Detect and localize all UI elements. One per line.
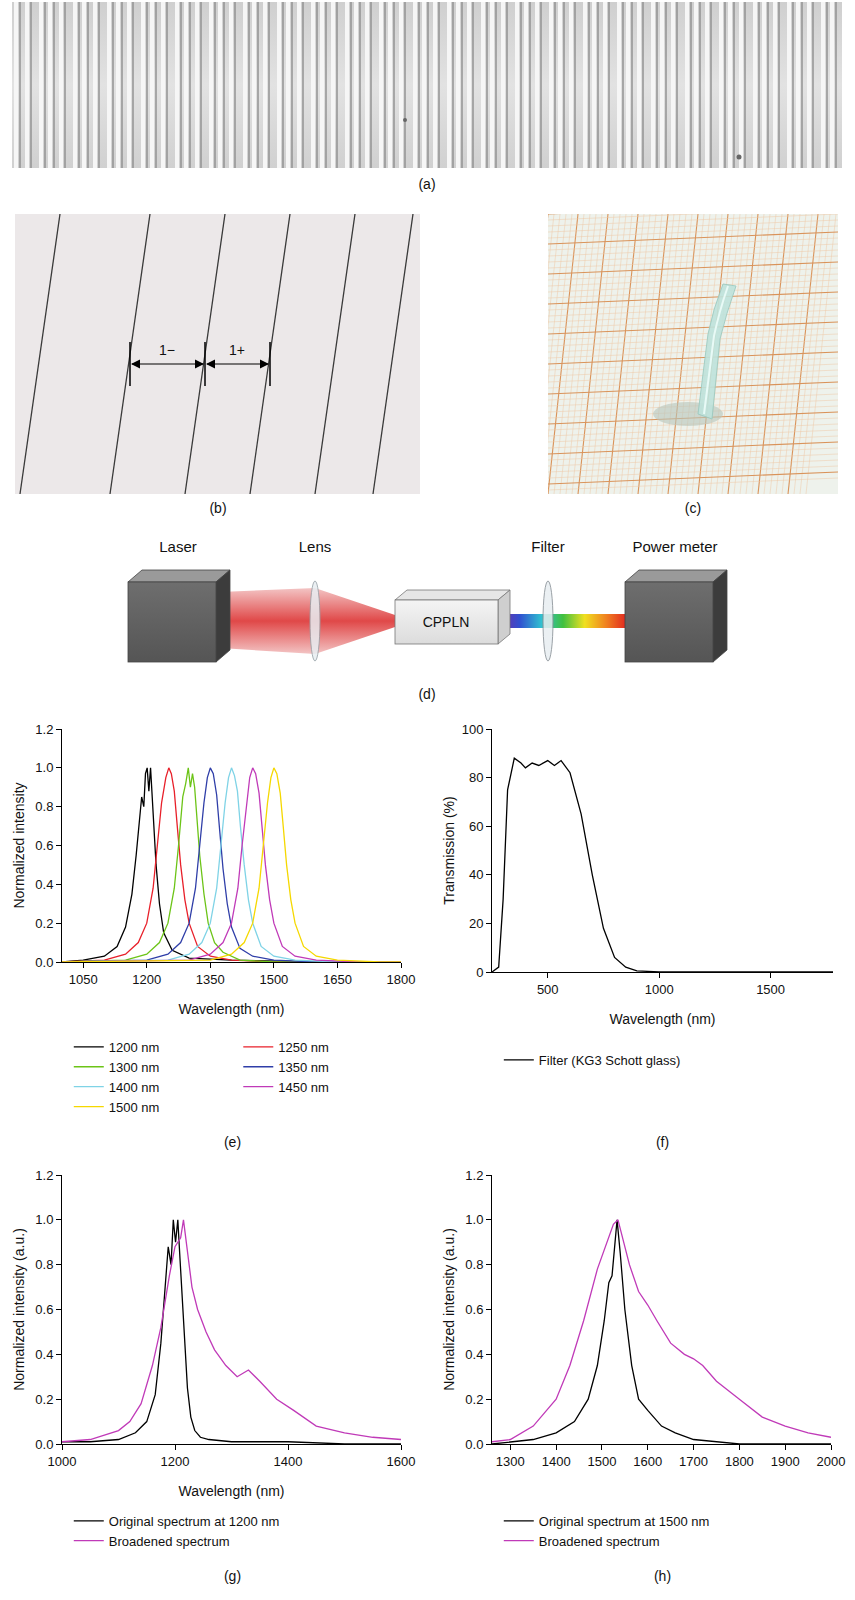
svg-text:1+: 1+ — [229, 342, 245, 358]
svg-text:20: 20 — [469, 916, 483, 931]
svg-text:Laser: Laser — [159, 538, 197, 555]
svg-text:1000: 1000 — [645, 982, 674, 997]
html-text:(c): (c) — [684, 500, 702, 516]
svg-text:Filter (KG3 Schott glass): Filter (KG3 Schott glass) — [539, 1053, 681, 1068]
svg-text:1800: 1800 — [387, 972, 416, 987]
svg-text:Normalized intensity (a.u.): Normalized intensity (a.u.) — [11, 1228, 27, 1391]
svg-text:1350 nm: 1350 nm — [278, 1060, 329, 1075]
svg-text:500: 500 — [537, 982, 559, 997]
svg-text:0.2: 0.2 — [35, 916, 53, 931]
svg-text:0.2: 0.2 — [35, 1392, 53, 1407]
svg-text:0.8: 0.8 — [465, 1257, 483, 1272]
svg-text:1400 nm: 1400 nm — [109, 1080, 160, 1095]
svg-text:Broadened spectrum: Broadened spectrum — [109, 1534, 230, 1549]
svg-text:Filter: Filter — [531, 538, 564, 555]
svg-text:1300: 1300 — [496, 1454, 525, 1469]
html-text:(b): (b) — [209, 500, 227, 516]
svg-text:1600: 1600 — [387, 1454, 416, 1469]
svg-text:Power meter: Power meter — [632, 538, 717, 555]
svg-text:Wavelength (nm): Wavelength (nm) — [609, 1011, 715, 1027]
svg-text:Wavelength (nm): Wavelength (nm) — [178, 1001, 284, 1017]
svg-text:80: 80 — [469, 770, 483, 785]
svg-text:1300 nm: 1300 nm — [109, 1060, 160, 1075]
svg-text:0.4: 0.4 — [35, 877, 53, 892]
svg-text:0.8: 0.8 — [35, 1257, 53, 1272]
svg-text:CPPLN: CPPLN — [423, 614, 470, 630]
svg-text:1000: 1000 — [48, 1454, 77, 1469]
svg-text:0.2: 0.2 — [465, 1392, 483, 1407]
svg-text:1400: 1400 — [542, 1454, 571, 1469]
svg-text:1600: 1600 — [633, 1454, 662, 1469]
svg-text:0.8: 0.8 — [35, 799, 53, 814]
svg-text:1500 nm: 1500 nm — [109, 1100, 160, 1115]
svg-text:0.6: 0.6 — [465, 1302, 483, 1317]
svg-text:1450 nm: 1450 nm — [278, 1080, 329, 1095]
svg-text:1700: 1700 — [679, 1454, 708, 1469]
svg-text:Normalized intensity (a.u.): Normalized intensity (a.u.) — [441, 1228, 457, 1391]
svg-text:1.0: 1.0 — [35, 760, 53, 775]
svg-text:0.4: 0.4 — [35, 1347, 53, 1362]
svg-text:1200: 1200 — [132, 972, 161, 987]
svg-text:1500: 1500 — [756, 982, 785, 997]
svg-text:0.6: 0.6 — [35, 1302, 53, 1317]
svg-text:0: 0 — [476, 965, 483, 980]
svg-text:1.0: 1.0 — [465, 1212, 483, 1227]
svg-text:1−: 1− — [159, 342, 175, 358]
svg-text:Broadened spectrum: Broadened spectrum — [539, 1534, 660, 1549]
html-text:(a): (a) — [418, 176, 436, 192]
html-text:(g): (g) — [223, 1568, 242, 1584]
svg-text:0.0: 0.0 — [35, 1437, 53, 1452]
svg-text:1900: 1900 — [771, 1454, 800, 1469]
svg-text:Lens: Lens — [299, 538, 332, 555]
svg-text:Wavelength (nm): Wavelength (nm) — [178, 1483, 284, 1499]
svg-text:40: 40 — [469, 867, 483, 882]
svg-text:0.6: 0.6 — [35, 838, 53, 853]
svg-text:1.2: 1.2 — [35, 1168, 53, 1183]
svg-text:1350: 1350 — [196, 972, 225, 987]
svg-text:1250 nm: 1250 nm — [278, 1040, 329, 1055]
svg-text:0.0: 0.0 — [35, 955, 53, 970]
svg-text:1500: 1500 — [259, 972, 288, 987]
svg-text:1500: 1500 — [587, 1454, 616, 1469]
svg-text:1.2: 1.2 — [35, 722, 53, 737]
svg-text:Original spectrum at 1200 nm: Original spectrum at 1200 nm — [109, 1514, 280, 1529]
svg-text:100: 100 — [462, 722, 484, 737]
svg-text:1.2: 1.2 — [465, 1168, 483, 1183]
svg-text:1200: 1200 — [161, 1454, 190, 1469]
svg-text:60: 60 — [469, 819, 483, 834]
svg-text:1400: 1400 — [274, 1454, 303, 1469]
svg-text:2000: 2000 — [817, 1454, 846, 1469]
svg-text:0.4: 0.4 — [465, 1347, 483, 1362]
svg-text:Normalized intensity: Normalized intensity — [11, 782, 27, 908]
svg-text:1050: 1050 — [69, 972, 98, 987]
svg-text:1800: 1800 — [725, 1454, 754, 1469]
html-text:(h): (h) — [653, 1568, 672, 1584]
svg-text:Original spectrum at 1500 nm: Original spectrum at 1500 nm — [539, 1514, 710, 1529]
svg-text:1.0: 1.0 — [35, 1212, 53, 1227]
svg-text:0.0: 0.0 — [465, 1437, 483, 1452]
svg-text:1650: 1650 — [323, 972, 352, 987]
svg-text:1200 nm: 1200 nm — [109, 1040, 160, 1055]
html-text:(e): (e) — [223, 1134, 242, 1150]
svg-text:Transmission (%): Transmission (%) — [441, 796, 457, 904]
html-text:(d): (d) — [418, 686, 436, 702]
html-text:(f): (f) — [655, 1134, 670, 1150]
